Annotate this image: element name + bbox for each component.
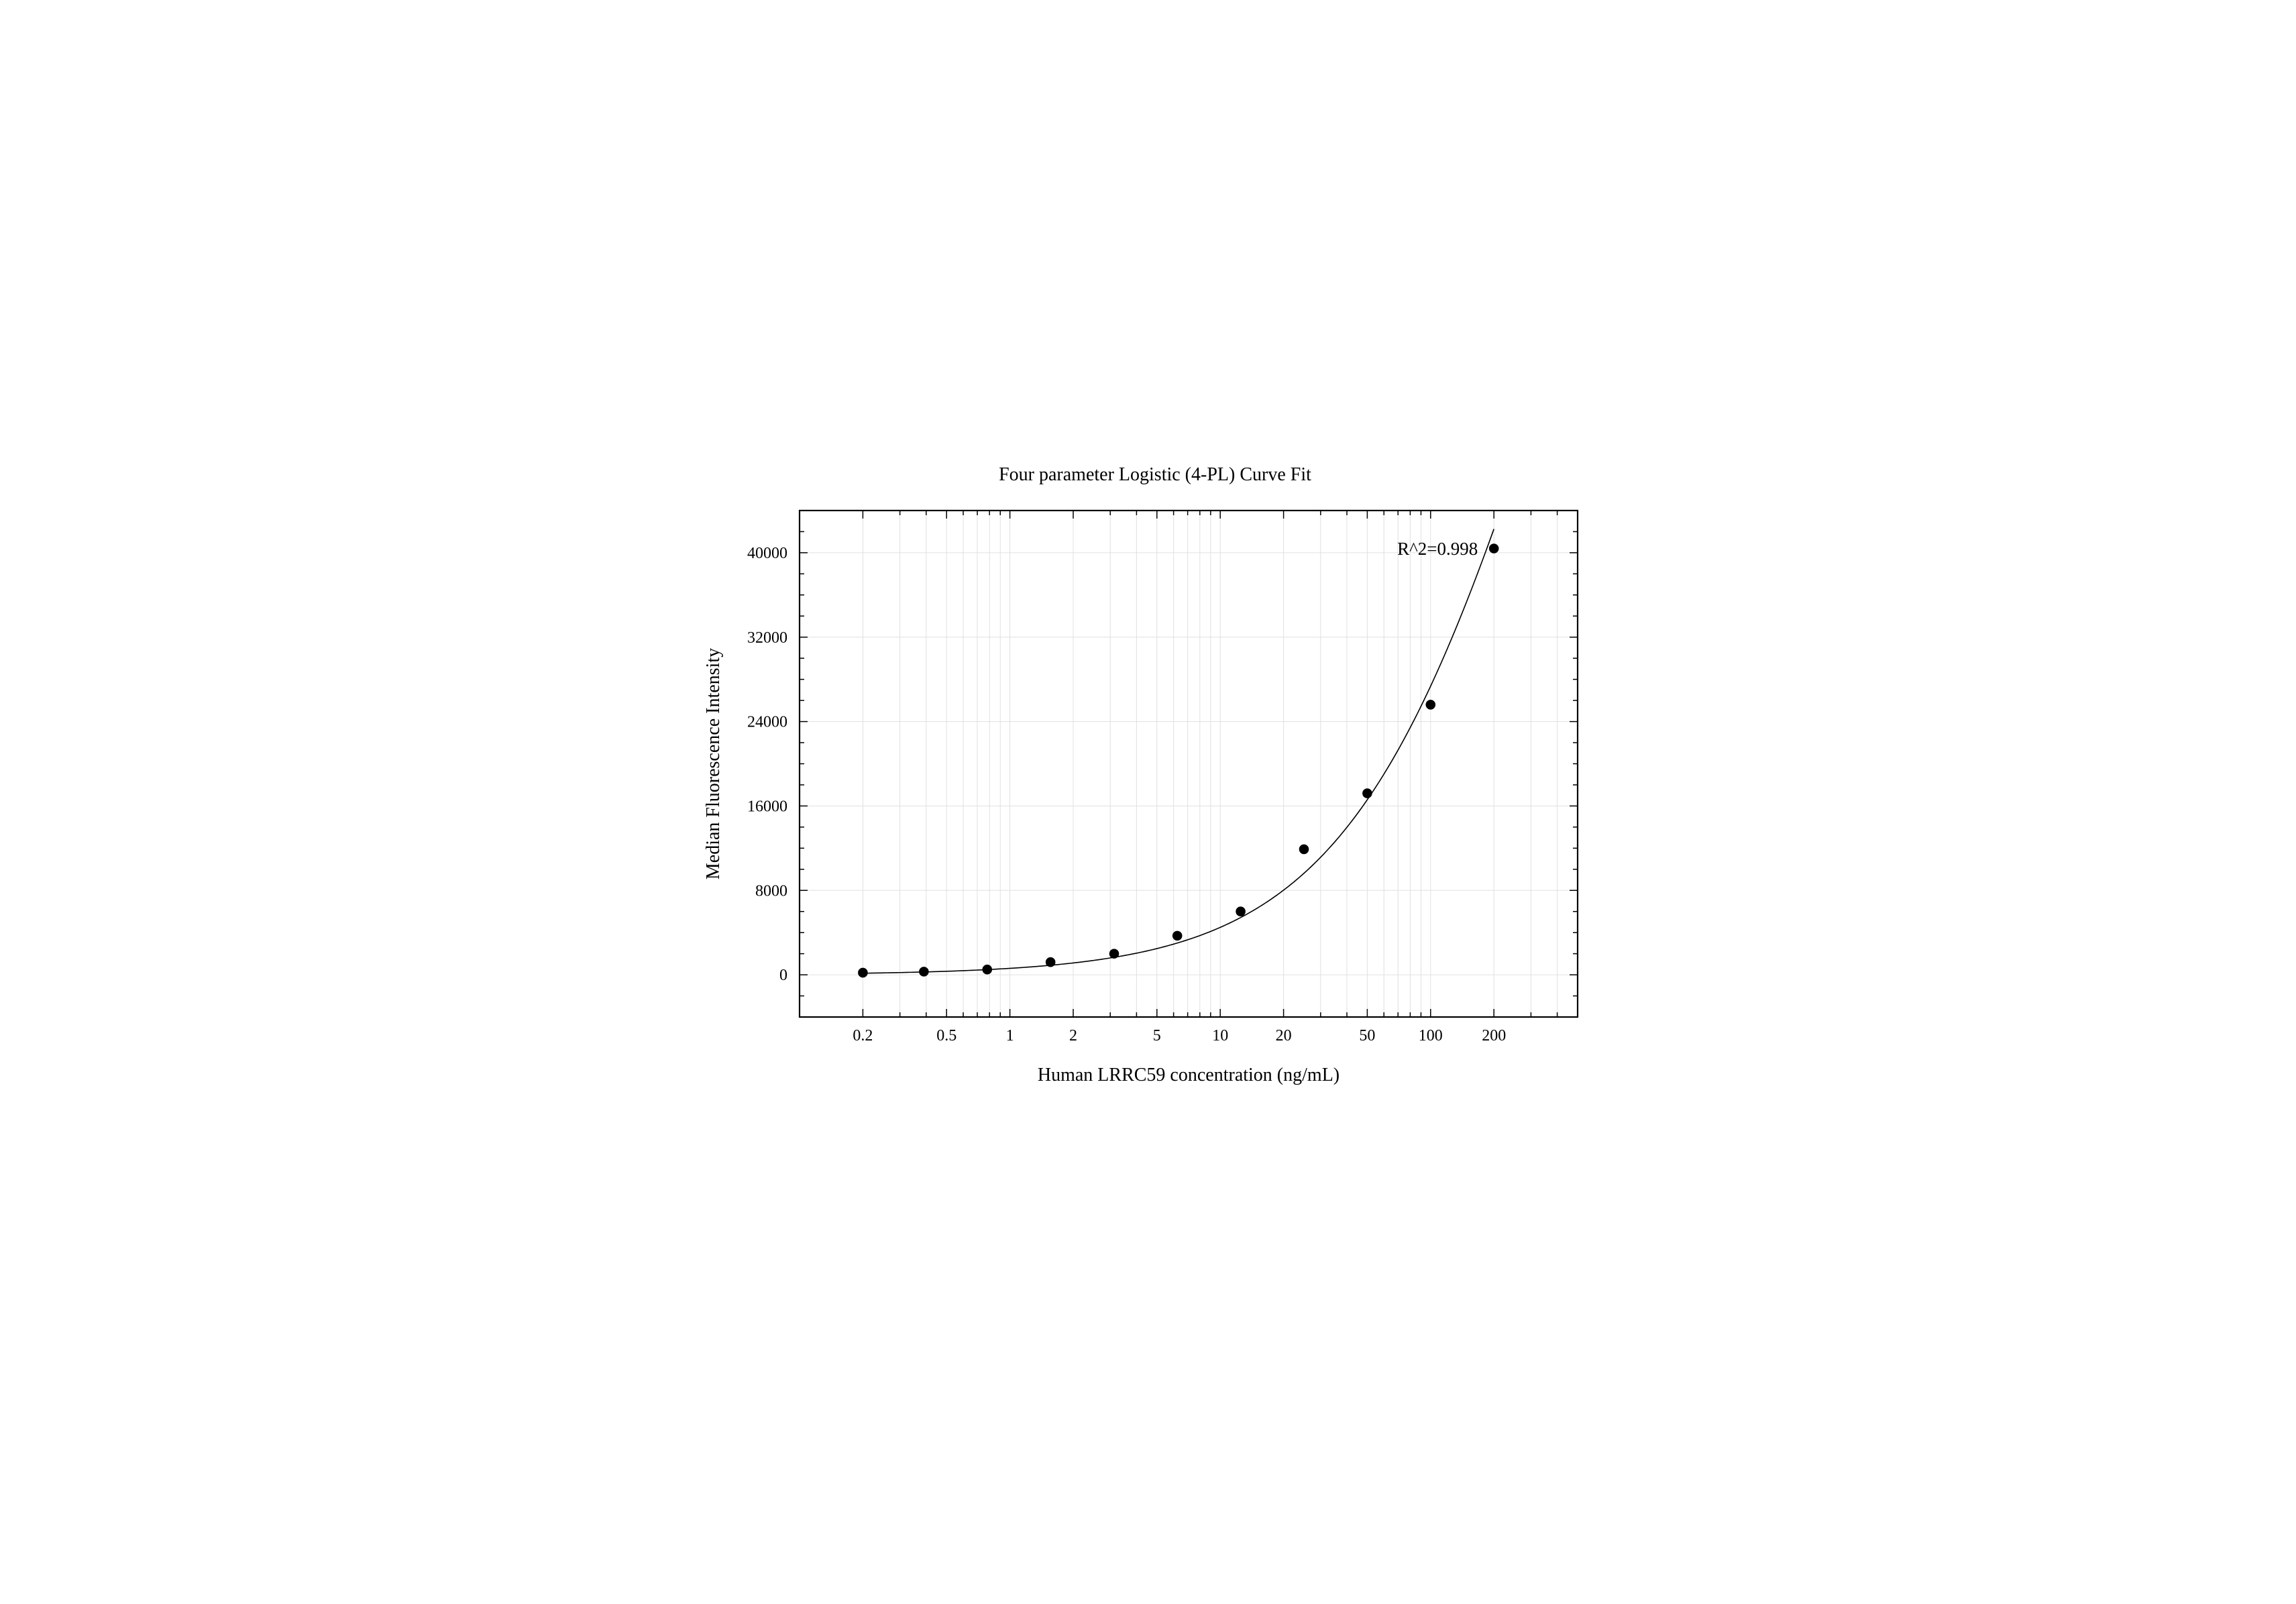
data-point: [1362, 788, 1372, 798]
y-tick-label: 16000: [747, 798, 787, 815]
x-tick-label: 20: [1275, 1027, 1291, 1045]
chart-svg: Four parameter Logistic (4-PL) Curve Fit…: [632, 440, 1665, 1165]
data-point: [919, 967, 929, 977]
chart-container: Four parameter Logistic (4-PL) Curve Fit…: [632, 440, 1665, 1165]
data-point: [1425, 700, 1435, 710]
data-point: [1299, 844, 1309, 854]
chart-title: Four parameter Logistic (4-PL) Curve Fit: [999, 464, 1311, 485]
x-tick-label: 5: [1152, 1027, 1160, 1045]
data-point: [982, 964, 992, 974]
y-tick-label: 40000: [747, 544, 787, 562]
y-tick-label: 24000: [747, 713, 787, 731]
data-point: [1488, 543, 1498, 553]
data-point: [1109, 949, 1119, 959]
y-tick-label: 0: [779, 967, 787, 984]
data-point: [1172, 930, 1182, 941]
x-tick-label: 100: [1418, 1027, 1442, 1045]
y-tick-label: 32000: [747, 629, 787, 646]
x-tick-label: 0.5: [936, 1027, 956, 1045]
x-tick-label: 200: [1482, 1027, 1506, 1045]
y-axis-label: Median Fluorescence Intensity: [703, 647, 724, 879]
y-tick-label: 8000: [755, 882, 787, 900]
x-axis-label: Human LRRC59 concentration (ng/mL): [1037, 1065, 1339, 1085]
x-tick-label: 2: [1069, 1027, 1077, 1045]
data-point: [1045, 957, 1055, 967]
x-tick-label: 0.2: [853, 1027, 873, 1045]
x-tick-label: 10: [1212, 1027, 1228, 1045]
data-point: [1236, 906, 1246, 916]
r-squared-annotation: R^2=0.998: [1397, 539, 1478, 559]
data-point: [858, 967, 868, 977]
x-tick-label: 1: [1005, 1027, 1014, 1045]
x-tick-label: 50: [1359, 1027, 1375, 1045]
